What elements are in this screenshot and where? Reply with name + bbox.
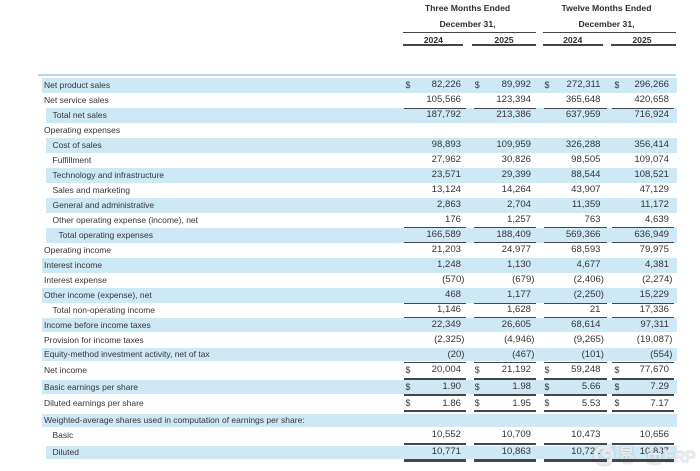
svg-text:ERP: ERP [664,449,696,467]
svg-text:ERP: ERP [664,448,696,466]
